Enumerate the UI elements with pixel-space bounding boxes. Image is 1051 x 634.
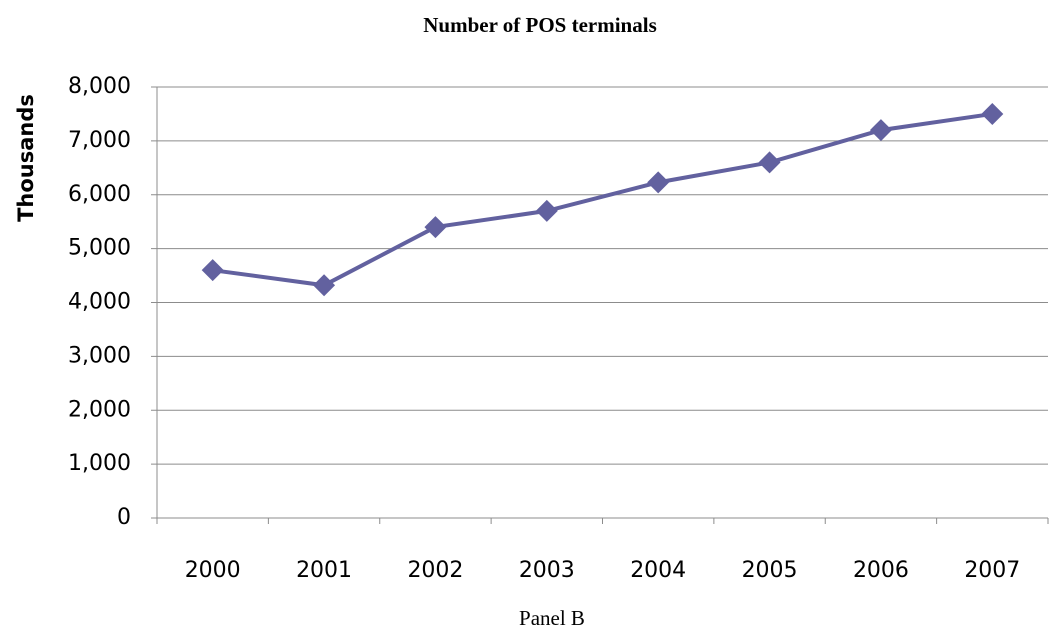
y-tick-label: 8,000 — [68, 74, 131, 99]
marker — [424, 216, 447, 239]
chart-title: Number of POS terminals — [423, 13, 657, 37]
y-tick-label: 7,000 — [68, 128, 131, 153]
marker — [869, 119, 892, 142]
y-tick-label: 1,000 — [68, 451, 131, 476]
y-axis-label: Thousands — [14, 94, 38, 222]
y-tick-label: 5,000 — [68, 236, 131, 261]
marker — [647, 171, 670, 194]
y-tick-label: 2,000 — [68, 397, 131, 422]
marker — [313, 274, 336, 297]
x-tick-label: 2003 — [519, 558, 575, 583]
x-axis-label: Panel B — [519, 606, 585, 630]
x-tick-label: 2002 — [407, 558, 463, 583]
x-tick-label: 2005 — [742, 558, 798, 583]
x-tick-label: 2000 — [185, 558, 241, 583]
x-tick-label: 2006 — [853, 558, 909, 583]
marker — [535, 199, 558, 222]
x-tick-label: 2007 — [964, 558, 1020, 583]
x-tick-label: 2004 — [630, 558, 686, 583]
y-tick-label: 4,000 — [68, 290, 131, 315]
y-tick-label: 0 — [117, 505, 131, 530]
y-tick-label: 3,000 — [68, 343, 131, 368]
line — [212, 111, 993, 288]
marker — [981, 102, 1004, 125]
x-tick-label: 2001 — [296, 558, 352, 583]
y-tick-label: 6,000 — [68, 182, 131, 207]
marker — [201, 259, 224, 282]
marker — [758, 151, 781, 174]
